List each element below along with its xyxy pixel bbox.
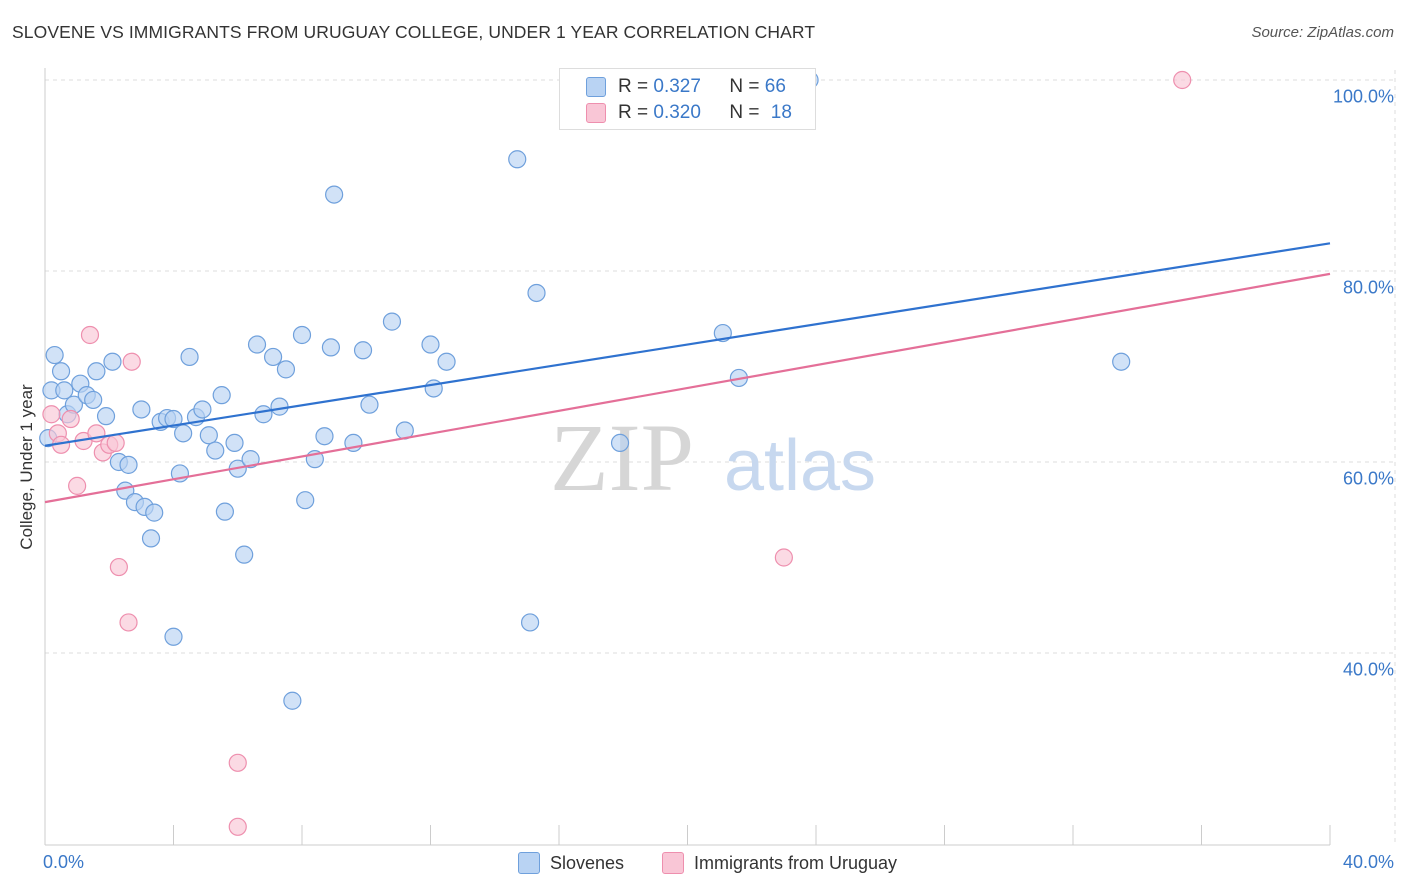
data-point <box>508 150 527 169</box>
data-point <box>106 433 125 452</box>
legend-label-uruguay: Immigrants from Uruguay <box>694 852 898 873</box>
legend-n-label: N = <box>729 76 765 97</box>
data-point <box>141 529 161 548</box>
legend-n-label: N = <box>729 102 765 123</box>
data-point <box>520 613 540 632</box>
legend-n-value: 18 <box>770 102 792 123</box>
data-point <box>283 691 302 710</box>
data-point <box>315 427 334 446</box>
y-tick-label: 80.0% <box>1342 277 1394 298</box>
data-point <box>132 400 151 419</box>
data-point <box>42 405 61 424</box>
trendline-uruguay <box>44 272 1331 504</box>
data-point <box>174 424 193 443</box>
data-point <box>241 450 260 469</box>
series-slovenes-points <box>39 70 1131 710</box>
data-point <box>87 362 106 381</box>
data-point <box>212 386 231 405</box>
data-point <box>263 347 283 367</box>
x-tick-label: 0.0% <box>43 852 85 872</box>
bottom-legend-slovenes: Slovenes <box>518 852 624 874</box>
legend-r-label: R = <box>618 102 654 123</box>
data-point <box>180 347 199 367</box>
watermark: ZIP atlas <box>550 404 876 511</box>
data-point <box>527 283 546 303</box>
data-point <box>325 185 344 204</box>
x-tick-label: 40.0% <box>1342 852 1394 872</box>
data-point <box>382 312 402 331</box>
data-point <box>1112 352 1131 371</box>
data-point <box>235 545 254 564</box>
data-point <box>199 426 218 445</box>
data-point <box>360 395 379 414</box>
data-point <box>276 360 296 379</box>
data-point <box>270 397 289 416</box>
data-point <box>228 817 247 836</box>
legend-swatch-pink <box>662 852 684 874</box>
data-point <box>421 335 440 354</box>
data-point <box>610 433 630 452</box>
source-label: Source: ZipAtlas.com <box>1251 24 1394 41</box>
legend-r-value: 0.327 <box>653 76 701 97</box>
data-point <box>215 502 234 521</box>
data-point <box>206 441 225 460</box>
data-point <box>109 557 128 577</box>
y-tick-label: 40.0% <box>1342 659 1394 680</box>
data-point <box>84 390 103 410</box>
data-point <box>96 407 116 426</box>
data-point <box>292 325 312 345</box>
data-point <box>164 409 183 429</box>
trendline-slovenes <box>44 242 1331 447</box>
legend-label-slovenes: Slovenes <box>550 852 625 873</box>
data-point <box>437 352 456 371</box>
data-point <box>68 476 87 495</box>
data-point <box>353 341 373 360</box>
legend-n-value: 66 <box>764 76 786 97</box>
legend-swatch-pink <box>586 103 606 123</box>
stats-legend: R = 0.327 N = 66 R = 0.320 N = 18 <box>559 68 816 130</box>
legend-r-label: R = <box>618 76 654 97</box>
data-point <box>145 503 164 522</box>
legend-row-slovenes: R = 0.327 N = 66 <box>586 75 786 99</box>
data-point <box>103 352 122 371</box>
legend-row-uruguay: R = 0.320 N = 18 <box>586 101 792 125</box>
watermark-atlas: atlas <box>724 426 876 506</box>
data-point <box>225 433 244 452</box>
data-point <box>774 548 793 567</box>
data-point <box>80 325 100 345</box>
legend-swatch-blue <box>518 852 540 874</box>
watermark-zip: ZIP <box>550 404 694 511</box>
y-tick-label: 60.0% <box>1342 468 1394 489</box>
bottom-legend-uruguay: Immigrants from Uruguay <box>662 852 897 874</box>
data-point <box>122 352 141 371</box>
y-tick-label: 100.0% <box>1332 86 1394 107</box>
data-point <box>51 362 71 381</box>
data-point <box>321 338 341 357</box>
data-point <box>247 335 267 354</box>
chart-title: SLOVENE VS IMMIGRANTS FROM URUGUAY COLLE… <box>12 22 816 42</box>
trendlines <box>44 242 1331 504</box>
data-point <box>55 381 74 400</box>
data-point <box>228 753 247 772</box>
data-point <box>193 400 212 419</box>
data-point <box>119 455 138 474</box>
data-point <box>164 627 183 646</box>
legend-r-value: 0.320 <box>653 102 701 123</box>
data-point <box>254 405 273 424</box>
legend-swatch-blue <box>586 77 606 97</box>
data-point <box>61 409 80 429</box>
data-point <box>119 613 138 632</box>
data-point <box>45 345 64 365</box>
axes <box>44 68 1331 846</box>
data-point <box>1173 70 1192 90</box>
data-point <box>296 491 315 510</box>
